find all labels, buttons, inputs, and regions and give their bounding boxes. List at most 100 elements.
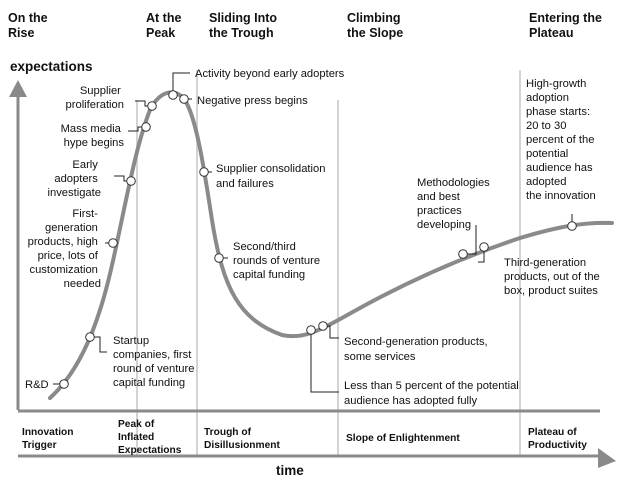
event-label-second-third-funding: Second/third rounds of venture capital f…: [233, 241, 323, 281]
hype-cycle-curve: [48, 90, 614, 400]
event-label-line: products, high: [28, 236, 98, 248]
curve-marker: [168, 90, 178, 100]
phase-heading-line: Climbing: [347, 11, 400, 25]
phase-heading-line: At the: [146, 11, 181, 25]
phase-heading-line: Peak: [146, 26, 175, 40]
stage-label-slope-of-enlightenment: Slope of Enlightenment: [346, 433, 460, 444]
event-label-line: investigate: [48, 187, 102, 199]
phase-heading-sliding-into-trough: Sliding Into the Trough: [209, 11, 281, 40]
event-label-line: R&D: [25, 379, 49, 391]
stage-label-plateau-of-productivity: Plateau of Productivity: [528, 427, 587, 451]
phase-heading-line: On the: [8, 11, 48, 25]
event-label-line: Negative press begins: [197, 95, 308, 107]
curve-marker: [141, 122, 151, 132]
event-label-supplier-consolidation: Supplier consolidation and failures: [216, 163, 329, 190]
stage-label-line: Plateau of: [528, 427, 577, 438]
event-label-line: generation: [45, 222, 98, 234]
event-label-line: First-: [72, 208, 98, 220]
stage-label-line: Inflated: [118, 432, 154, 443]
curve-marker: [108, 238, 118, 248]
phase-heading-line: the Slope: [347, 26, 403, 40]
event-label-line: Early: [72, 159, 98, 171]
event-label-line: customization: [29, 264, 97, 276]
curve-marker: [567, 221, 577, 231]
event-label-line: Less than 5 percent of the potential: [344, 380, 519, 392]
event-label-line: box, product suites: [504, 285, 598, 297]
event-label-line: hype begins: [64, 137, 125, 149]
event-label-rnd: R&D: [25, 379, 49, 391]
event-label-less-than-5-percent: Less than 5 percent of the potential aud…: [344, 380, 522, 407]
phase-heading-at-the-peak: At the Peak: [146, 11, 185, 40]
curve-marker: [318, 321, 328, 331]
event-label-line: Methodologies: [417, 177, 490, 189]
curve-marker: [214, 253, 224, 263]
stage-label-trough-of-disillusionment: Trough of Disillusionment: [204, 427, 280, 451]
curve-marker: [479, 242, 489, 252]
phase-heading-line: Entering the: [529, 11, 602, 25]
event-label-line: needed: [64, 278, 101, 290]
event-label-high-growth-adoption: High-growth adoption phase starts: 20 to…: [526, 78, 598, 202]
phase-heading-line: Rise: [8, 26, 34, 40]
event-label-negative-press: Negative press begins: [197, 95, 308, 107]
curve-markers: [59, 90, 577, 389]
stage-label-line: Slope of Enlightenment: [346, 433, 460, 444]
phase-heading-line: Sliding Into: [209, 11, 277, 25]
event-label-line: audience has: [526, 162, 593, 174]
event-label-line: potential: [526, 148, 568, 160]
event-label-line: and best: [417, 191, 461, 203]
event-label-line: developing: [417, 219, 471, 231]
phase-heading-line: Plateau: [529, 26, 573, 40]
stage-label-peak-of-inflated-expectations: Peak of Inflated Expectations: [118, 419, 182, 456]
event-label-line: Mass media: [61, 123, 122, 135]
event-label-line: adopters: [54, 173, 98, 185]
event-label-line: adoption: [526, 92, 569, 104]
curve-marker: [85, 332, 95, 342]
phase-heading-line: the Trough: [209, 26, 274, 40]
x-axis-label: time: [276, 463, 304, 478]
event-label-second-generation-products: Second-generation products, some service…: [344, 336, 491, 363]
curve-marker: [458, 249, 468, 259]
leader-line: [310, 330, 339, 393]
curve-marker: [126, 176, 136, 186]
event-label-line: companies, first: [113, 349, 192, 361]
event-label-line: 20 to 30: [526, 120, 566, 132]
event-label-line: Second-generation products,: [344, 336, 488, 348]
event-label-line: Second/third: [233, 241, 296, 253]
event-label-line: Startup: [113, 335, 149, 347]
event-label-line: rounds of venture: [233, 255, 320, 267]
event-label-line: round of venture: [113, 363, 194, 375]
event-label-line: some services: [344, 351, 416, 363]
event-label-line: products, out of the: [504, 271, 600, 283]
event-label-line: Supplier consolidation: [216, 163, 325, 175]
event-label-first-generation-products: First- generation products, high price, …: [28, 208, 101, 290]
stage-label-innovation-trigger: Innovation Trigger: [22, 427, 76, 451]
event-label-line: adopted: [526, 176, 566, 188]
stage-label-line: Peak of: [118, 419, 155, 430]
y-axis-arrowhead: [9, 80, 27, 97]
event-label-line: percent of the: [526, 134, 594, 146]
leader-line: [172, 72, 190, 95]
event-label-line: capital funding: [113, 377, 185, 389]
y-axis-label: expectations: [10, 59, 93, 74]
event-label-line: the innovation: [526, 190, 596, 202]
event-label-line: price, lots of: [38, 250, 99, 262]
curve-marker: [147, 101, 157, 111]
event-label-line: Supplier: [80, 85, 121, 97]
event-label-line: High-growth: [526, 78, 586, 90]
event-label-line: phase starts:: [526, 106, 590, 118]
stage-label-line: Disillusionment: [204, 440, 280, 451]
event-label-line: proliferation: [66, 99, 124, 111]
event-label-third-generation-products: Third-generation products, out of the bo…: [504, 257, 603, 297]
event-label-line: Third-generation: [504, 257, 586, 269]
stage-label-line: Innovation: [22, 427, 74, 438]
event-label-early-adopters: Early adopters investigate: [48, 159, 102, 199]
event-label-line: capital funding: [233, 269, 305, 281]
phase-heading-entering-the-plateau: Entering the Plateau: [529, 11, 605, 40]
event-label-mass-media-hype: Mass media hype begins: [61, 123, 125, 149]
event-label-startup-companies: Startup companies, first round of ventur…: [113, 335, 198, 389]
curve-marker: [306, 325, 316, 335]
phase-heading-climbing-the-slope: Climbing the Slope: [347, 11, 404, 40]
x-axis-arrowhead: [598, 448, 616, 468]
event-label-line: and failures: [216, 178, 274, 190]
